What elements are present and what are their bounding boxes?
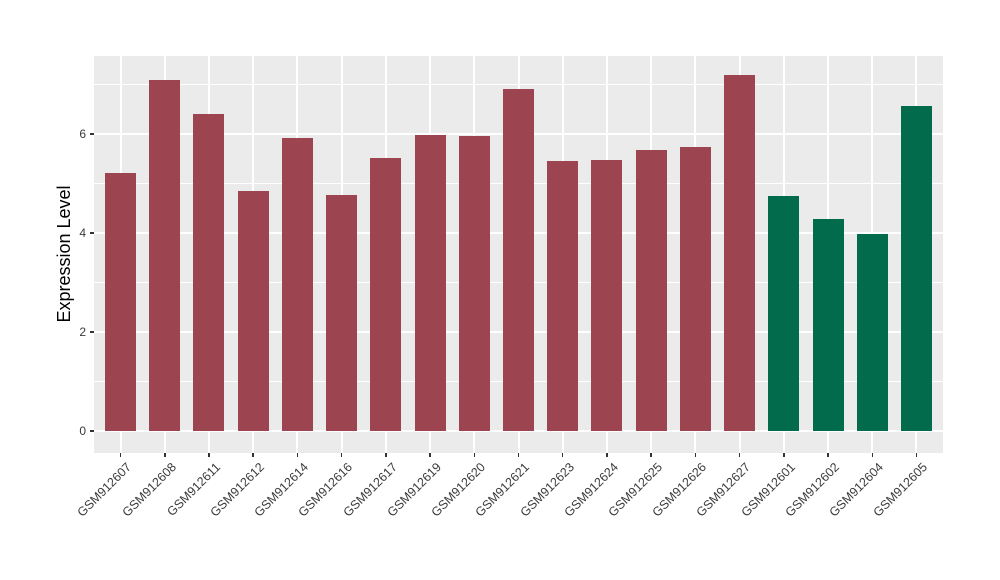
x-tick-mark: [473, 453, 476, 457]
x-tick-mark: [119, 453, 122, 457]
bar-GSM912616: [326, 195, 358, 432]
x-tick-mark: [517, 453, 520, 457]
y-tick-mark: [90, 232, 94, 234]
bar-GSM912619: [414, 135, 446, 432]
bar-GSM912623: [547, 160, 579, 432]
x-tick-mark: [385, 453, 387, 457]
y-tick-label: 0: [79, 424, 86, 439]
bar-GSM912624: [591, 159, 623, 432]
bar-GSM912611: [193, 114, 225, 432]
bar-GSM912620: [458, 136, 490, 432]
bar-GSM912617: [370, 158, 402, 432]
bar-GSM912614: [281, 137, 313, 432]
bar-GSM912607: [105, 173, 136, 432]
x-tick-mark: [164, 453, 166, 457]
x-tick-mark: [871, 453, 873, 457]
bar-GSM912621: [503, 88, 534, 432]
bar-GSM912602: [812, 219, 844, 432]
bar-GSM912605: [900, 105, 932, 432]
y-tick-label: 6: [79, 127, 86, 142]
x-tick-mark: [650, 453, 652, 457]
plot-panel: [94, 56, 943, 453]
bar-GSM912627: [724, 75, 756, 432]
x-tick-mark: [694, 453, 697, 457]
y-tick-label: 4: [79, 226, 86, 241]
x-tick-mark: [783, 453, 785, 457]
x-tick-mark: [827, 453, 829, 457]
x-tick-mark: [561, 453, 564, 457]
bar-GSM912625: [635, 149, 667, 432]
x-tick-mark: [252, 453, 254, 457]
bar-GSM912626: [679, 147, 711, 432]
x-tick-mark: [208, 453, 210, 457]
x-tick-mark: [915, 453, 918, 457]
x-tick-mark: [429, 453, 431, 457]
x-tick-mark: [340, 453, 343, 457]
y-tick-label: 2: [79, 325, 86, 340]
bar-GSM912608: [149, 79, 181, 432]
bar-GSM912612: [237, 190, 269, 432]
y-tick-mark: [90, 133, 94, 135]
x-tick-mark: [606, 453, 608, 457]
bar-GSM912601: [768, 196, 800, 432]
y-tick-mark: [90, 331, 94, 333]
x-tick-mark: [738, 453, 741, 457]
y-tick-mark: [90, 430, 94, 432]
x-tick-mark: [296, 453, 299, 457]
bar-GSM912604: [856, 234, 888, 432]
y-axis-title: Expression Level: [54, 185, 74, 323]
